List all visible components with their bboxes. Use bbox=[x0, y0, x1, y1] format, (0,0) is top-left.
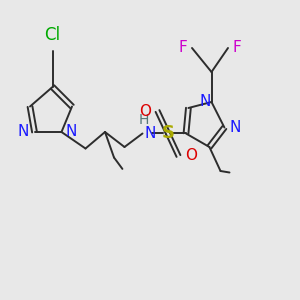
Text: O: O bbox=[185, 148, 197, 164]
Text: N: N bbox=[200, 94, 211, 110]
Text: N: N bbox=[18, 124, 29, 140]
Text: Cl: Cl bbox=[44, 26, 61, 44]
Text: N: N bbox=[144, 126, 155, 141]
Text: N: N bbox=[65, 124, 76, 140]
Text: F: F bbox=[232, 40, 241, 56]
Text: H: H bbox=[139, 113, 149, 128]
Text: N: N bbox=[230, 120, 241, 135]
Text: F: F bbox=[179, 40, 188, 56]
Text: O: O bbox=[139, 103, 151, 118]
Text: S: S bbox=[161, 124, 175, 142]
